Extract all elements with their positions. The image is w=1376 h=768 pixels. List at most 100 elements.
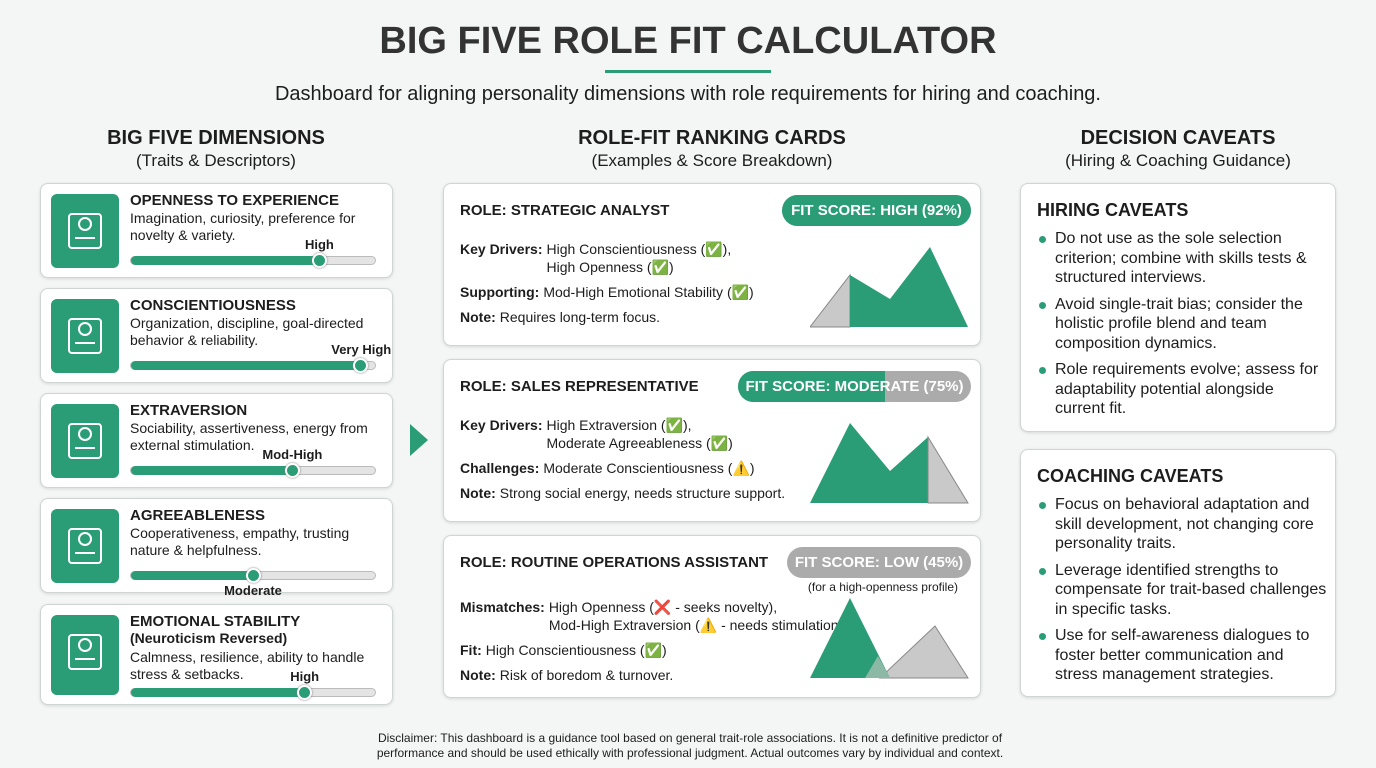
caveat-title: COACHING CAVEATS xyxy=(1037,466,1224,486)
dimension-card: AGREEABLENESS Cooperativeness, empathy, t… xyxy=(40,498,393,598)
row-line: Moderate Agreeableness (✅) xyxy=(546,435,733,451)
dimension-description: Imagination, curiosity, preference for n… xyxy=(130,210,356,243)
dimension-card: EXTRAVERSION Sociability, assertiveness, … xyxy=(40,393,393,488)
detail-row: Note: Risk of boredom & turnover. xyxy=(460,666,673,684)
dimension-name: OPENNESS TO EXPERIENCE xyxy=(130,192,339,209)
row-line: Moderate Conscientiousness (⚠️) xyxy=(543,460,755,476)
row-lines: Requires long-term focus. xyxy=(500,308,660,326)
fit-score: FIT SCORE: HIGH (92%) xyxy=(782,195,971,226)
row-label: Note: xyxy=(460,667,496,683)
caveat-list: Do not use as the sole selection criteri… xyxy=(1037,229,1327,426)
row-line: High Conscientiousness (✅), xyxy=(546,241,732,257)
slider-track xyxy=(130,253,376,268)
row-line: Mod-High Emotional Stability (✅) xyxy=(543,284,754,300)
row-label: Challenges: xyxy=(460,460,540,476)
detail-row: Mismatches: High Openness (❌ - seeks nove… xyxy=(460,598,843,634)
icon-glyph xyxy=(68,634,102,670)
role-card: ROLE: STRATEGIC ANALYST FIT SCORE: HIGH (… xyxy=(443,183,981,346)
role-card: ROLE: ROUTINE OPERATIONS ASSISTANT FIT SC… xyxy=(443,535,981,698)
row-lines: High Conscientiousness (✅), High Openness… xyxy=(547,240,732,276)
caveat-bullet: Focus on behavioral adaptation and skill… xyxy=(1037,495,1327,554)
slider-fill xyxy=(131,361,361,370)
level-label: Moderate xyxy=(224,583,282,598)
row-line: High Openness (✅) xyxy=(546,259,674,275)
row-line: High Openness (❌ - seeks novelty), xyxy=(548,599,778,615)
dimension-name: AGREEABLENESS xyxy=(130,507,266,524)
detail-row: Key Drivers: High Conscientiousness (✅), H… xyxy=(460,240,731,276)
slider-knob xyxy=(311,253,327,268)
dimension-description: Sociability, assertiveness, energy from … xyxy=(130,420,368,453)
fit-score: FIT SCORE: MODERATE (75%) xyxy=(738,371,971,402)
detail-row: Supporting: Mod-High Emotional Stability … xyxy=(460,283,754,301)
fit-shape xyxy=(810,598,969,679)
fit-shape xyxy=(810,247,968,328)
row-lines: Mod-High Emotional Stability (✅) xyxy=(543,283,753,301)
fit-text: FIT SCORE: HIGH (92%) xyxy=(791,202,962,219)
dimension-description: Calmness, resilience, ability to handle … xyxy=(130,649,365,682)
slider-track xyxy=(130,463,376,478)
caveat-bullet: Do not use as the sole selection criteri… xyxy=(1037,229,1327,288)
slider-knob xyxy=(285,463,301,478)
role-name: ROLE: ROUTINE OPERATIONS ASSISTANT xyxy=(460,554,769,571)
title: BIG FIVE ROLE FIT CALCULATOR xyxy=(379,20,997,62)
icon-glyph xyxy=(68,528,102,564)
fit-shape xyxy=(810,423,969,504)
detail-row: Note: Requires long-term focus. xyxy=(460,308,660,326)
slider-track xyxy=(130,358,376,373)
dimension-name: EXTRAVERSION xyxy=(130,402,248,419)
icon-glyph xyxy=(68,423,102,459)
row-label: Note: xyxy=(460,485,496,501)
caveat-bullet: Role requirements evolve; assess for ada… xyxy=(1037,360,1327,419)
disclaimer: Disclaimer: This dashboard is a guidance… xyxy=(376,731,1004,760)
role-name: ROLE: STRATEGIC ANALYST xyxy=(460,202,670,219)
fit-text: FIT SCORE: LOW (45%) xyxy=(794,554,964,571)
dimension-name: EMOTIONAL STABILITY xyxy=(130,613,301,630)
caveat-bullet: Avoid single-trait bias; consider the ho… xyxy=(1037,295,1327,354)
level-label: Mod-High xyxy=(262,447,323,462)
detail-row: Key Drivers: High Extraversion (✅), Modera… xyxy=(460,416,733,452)
dimension-icon xyxy=(51,299,119,373)
dimension-description: Cooperativeness, empathy, trusting natur… xyxy=(130,525,350,558)
column-subheading: (Traits & Descriptors) xyxy=(136,151,296,170)
slider-track xyxy=(130,568,376,583)
slider-knob xyxy=(353,358,369,373)
role-card: ROLE: SALES REPRESENTATIVE FIT SCORE: MOD… xyxy=(443,359,981,522)
row-line: High Conscientiousness (✅) xyxy=(485,642,667,658)
row-label: Note: xyxy=(460,309,496,325)
fit-fill xyxy=(782,195,971,226)
column-heading: BIG FIVE DIMENSIONS xyxy=(107,127,325,149)
dimension-note: (Neuroticism Reversed) xyxy=(130,630,288,646)
level-label: High xyxy=(290,669,320,684)
caveat-list: Focus on behavioral adaptation and skill… xyxy=(1037,495,1327,692)
row-line: Mod-High Extraversion (⚠️ - needs stimul… xyxy=(548,617,844,633)
slider-fill xyxy=(131,466,293,475)
dimension-icon xyxy=(51,615,119,695)
column-subheading: (Examples & Score Breakdown) xyxy=(591,151,833,170)
row-lines: Moderate Conscientiousness (⚠️) xyxy=(543,459,754,477)
role-name: ROLE: SALES REPRESENTATIVE xyxy=(460,378,699,395)
caveat-title: HIRING CAVEATS xyxy=(1037,200,1189,220)
caveat-bullet: Leverage identified strengths to compens… xyxy=(1037,561,1327,620)
dimension-icon xyxy=(51,404,119,478)
row-line: Strong social energy, needs structure su… xyxy=(499,485,786,501)
dimension-card: EMOTIONAL STABILITY (Neuroticism Reversed… xyxy=(40,604,393,705)
fit-note: (for a high-openness profile) xyxy=(807,580,958,594)
slider-track xyxy=(130,685,376,700)
level-label: High xyxy=(304,237,334,252)
row-line: Requires long-term focus. xyxy=(499,309,661,325)
dimension-icon xyxy=(51,509,119,583)
row-lines: High Extraversion (✅), Moderate Agreeable… xyxy=(547,416,733,452)
icon-glyph xyxy=(68,318,102,354)
row-lines: High Openness (❌ - seeks novelty), Mod-Hi… xyxy=(549,598,843,634)
caveat-card: COACHING CAVEATS Focus on behavioral adap… xyxy=(1020,449,1336,697)
column-heading: DECISION CAVEATS xyxy=(1080,127,1276,149)
fit-score: FIT SCORE: LOW (45%) xyxy=(787,547,971,578)
level-label: Very High xyxy=(331,342,392,357)
row-label: Supporting: xyxy=(460,284,540,300)
dimension-name: CONSCIENTIOUSNESS xyxy=(130,297,296,314)
column-subheading: (Hiring & Coaching Guidance) xyxy=(1065,151,1291,170)
title-rule xyxy=(605,70,771,73)
slider-knob xyxy=(297,685,313,700)
slider-fill xyxy=(131,256,319,265)
